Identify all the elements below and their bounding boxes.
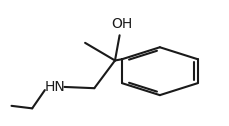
Text: HN: HN	[45, 80, 65, 94]
Text: OH: OH	[111, 18, 132, 32]
